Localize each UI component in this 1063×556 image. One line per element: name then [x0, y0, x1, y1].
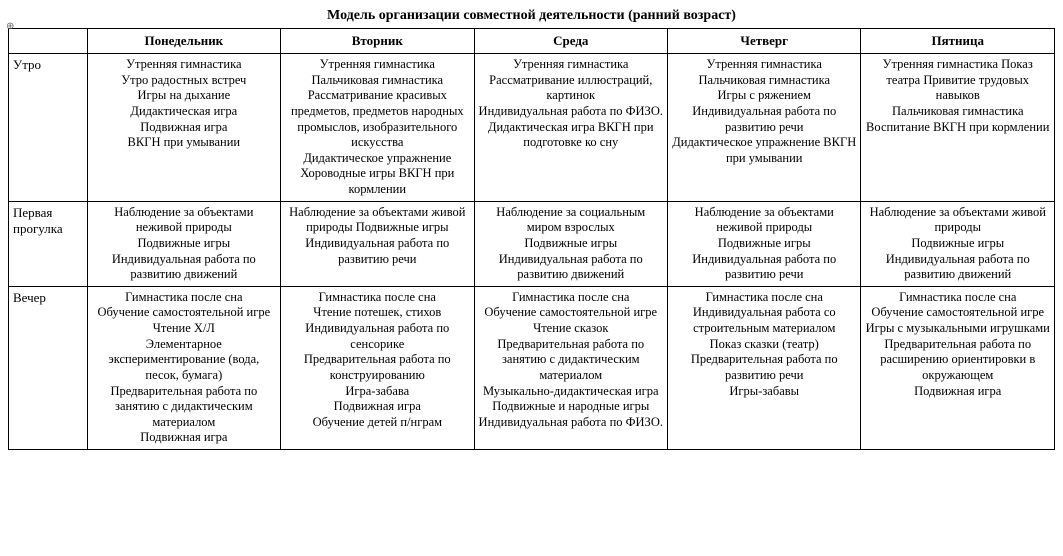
table-cell: Гимнастика после снаИндивидуальная работ…: [668, 286, 861, 449]
activity-line: Игры с музыкальными игрушками: [865, 321, 1050, 337]
activity-line: Рассматривание красивых предметов, предм…: [285, 88, 469, 151]
activity-line: Наблюдение за объектами неживой природы: [672, 205, 856, 236]
activity-line: Индивидуальная работа по сенсорике: [285, 321, 469, 352]
activity-line: Рассматривание иллюстраций, картинок: [479, 73, 663, 104]
table-cell: Наблюдение за социальным миром взрослыхП…: [474, 201, 667, 286]
activity-line: Подвижные игры: [865, 236, 1050, 252]
table-cell: Наблюдение за объектами неживой природыП…: [668, 201, 861, 286]
column-header: Вторник: [281, 29, 474, 54]
activity-line: Обучение самостоятельной игре Чтение Х/Л: [92, 305, 276, 336]
activity-line: Индивидуальная работа по развитию речи: [672, 252, 856, 283]
column-header: Пятница: [861, 29, 1055, 54]
activity-line: Индивидуальная работа со строительным ма…: [672, 305, 856, 336]
activity-line: Дидактическая игра ВКГН при подготовке к…: [479, 120, 663, 151]
activity-line: Индивидуальная работа по развитию движен…: [479, 252, 663, 283]
activity-line: Подвижная игра: [92, 120, 276, 136]
activity-line: Гимнастика после сна: [865, 290, 1050, 306]
activity-line: Наблюдение за объектами живой природы По…: [285, 205, 469, 268]
activity-line: ВКГН при умывании: [92, 135, 276, 151]
activity-line: Индивидуальная работа по ФИЗО.: [479, 415, 663, 431]
table-cell: Утренняя гимнастикаУтро радостных встреч…: [87, 54, 280, 202]
activity-line: Хороводные игры ВКГН при кормлении: [285, 166, 469, 197]
activity-line: Подвижная игра: [92, 430, 276, 446]
activity-line: Подвижные игры: [672, 236, 856, 252]
activity-line: Пальчиковая гимнастика: [865, 104, 1050, 120]
activity-line: Подвижная игра: [285, 399, 469, 415]
activity-line: Утренняя гимнастика: [92, 57, 276, 73]
table-cell: Утренняя гимнастика Показ театра Привити…: [861, 54, 1055, 202]
activity-line: Наблюдение за социальным миром взрослых: [479, 205, 663, 236]
activity-line: Гимнастика после сна: [672, 290, 856, 306]
activity-line: Обучение самостоятельной игре: [865, 305, 1050, 321]
activity-line: Предварительная работа по расширению ори…: [865, 337, 1050, 384]
activity-line: Обучение самостоятельной игре: [479, 305, 663, 321]
schedule-table: Понедельник Вторник Среда Четверг Пятниц…: [8, 28, 1055, 450]
activity-line: Утро радостных встреч: [92, 73, 276, 89]
activity-line: Утренняя гимнастика: [672, 57, 856, 73]
activity-line: Предварительная работа по конструировани…: [285, 352, 469, 383]
table-cell: Утренняя гимнастикаПальчиковая гимнастик…: [668, 54, 861, 202]
row-label: Утро: [9, 54, 88, 202]
activity-line: Индивидуальная работа по ФИЗО.: [479, 104, 663, 120]
activity-line: Музыкально-дидактическая игра: [479, 384, 663, 400]
activity-line: Дидактическое упражнение: [285, 151, 469, 167]
activity-line: Чтение потешек, стихов: [285, 305, 469, 321]
activity-line: Игры-забавы: [672, 384, 856, 400]
table-cell: Наблюдение за объектами живой природы По…: [281, 201, 474, 286]
activity-line: Утренняя гимнастика Показ театра Привити…: [865, 57, 1050, 104]
table-cell: Гимнастика после снаОбучение самостоятел…: [861, 286, 1055, 449]
activity-line: Предварительная работа по занятию с дида…: [92, 384, 276, 431]
activity-line: Наблюдение за объектами неживой природы: [92, 205, 276, 236]
table-row: УтроУтренняя гимнастикаУтро радостных вс…: [9, 54, 1055, 202]
activity-line: Игры с ряжением: [672, 88, 856, 104]
activity-line: Подвижная игра: [865, 384, 1050, 400]
activity-line: Дидактическая игра: [92, 104, 276, 120]
activity-line: Показ сказки (театр): [672, 337, 856, 353]
activity-line: Утренняя гимнастика: [479, 57, 663, 73]
activity-line: Игры на дыхание: [92, 88, 276, 104]
activity-line: Гимнастика после сна: [285, 290, 469, 306]
table-row: Первая прогулкаНаблюдение за объектами н…: [9, 201, 1055, 286]
activity-line: Воспитание ВКГН при кормлении: [865, 120, 1050, 136]
table-cell: Наблюдение за объектами неживой природыП…: [87, 201, 280, 286]
table-cell: Гимнастика после снаОбучение самостоятел…: [87, 286, 280, 449]
table-header-row: Понедельник Вторник Среда Четверг Пятниц…: [9, 29, 1055, 54]
activity-line: Обучение детей п/нграм: [285, 415, 469, 431]
activity-line: Индивидуальная работа по развитию движен…: [865, 252, 1050, 283]
table-cell: Утренняя гимнастикаПальчиковая гимнастик…: [281, 54, 474, 202]
column-header: Четверг: [668, 29, 861, 54]
activity-line: Подвижные игры: [92, 236, 276, 252]
table-cell: Гимнастика после снаОбучение самостоятел…: [474, 286, 667, 449]
table-row: ВечерГимнастика после снаОбучение самост…: [9, 286, 1055, 449]
table-cell: Гимнастика после снаЧтение потешек, стих…: [281, 286, 474, 449]
activity-line: Элементарное экспериментирование (вода, …: [92, 337, 276, 384]
column-header: Понедельник: [87, 29, 280, 54]
activity-line: Чтение сказок: [479, 321, 663, 337]
activity-line: Пальчиковая гимнастика: [285, 73, 469, 89]
column-header: Среда: [474, 29, 667, 54]
activity-line: Утренняя гимнастика: [285, 57, 469, 73]
activity-line: Предварительная работа по занятию с дида…: [479, 337, 663, 384]
table-anchor-icon: ⊕: [6, 22, 16, 32]
activity-line: Наблюдение за объектами живой природы: [865, 205, 1050, 236]
row-label: Первая прогулка: [9, 201, 88, 286]
page-title: Модель организации совместной деятельнос…: [8, 8, 1055, 24]
activity-line: Предварительная работа по развитию речи: [672, 352, 856, 383]
activity-line: Пальчиковая гимнастика: [672, 73, 856, 89]
activity-line: Дидактическое упражнение ВКГН при умыван…: [672, 135, 856, 166]
table-cell: Наблюдение за объектами живой природыПод…: [861, 201, 1055, 286]
activity-line: Индивидуальная работа по развитию речи: [672, 104, 856, 135]
activity-line: Подвижные игры: [479, 236, 663, 252]
activity-line: Гимнастика после сна: [479, 290, 663, 306]
activity-line: Гимнастика после сна: [92, 290, 276, 306]
activity-line: Игра-забава: [285, 384, 469, 400]
activity-line: Подвижные и народные игры: [479, 399, 663, 415]
table-body: УтроУтренняя гимнастикаУтро радостных вс…: [9, 54, 1055, 450]
table-cell: Утренняя гимнастикаРассматривание иллюст…: [474, 54, 667, 202]
row-label: Вечер: [9, 286, 88, 449]
activity-line: Индивидуальная работа по развитию движен…: [92, 252, 276, 283]
table-corner-cell: [9, 29, 88, 54]
